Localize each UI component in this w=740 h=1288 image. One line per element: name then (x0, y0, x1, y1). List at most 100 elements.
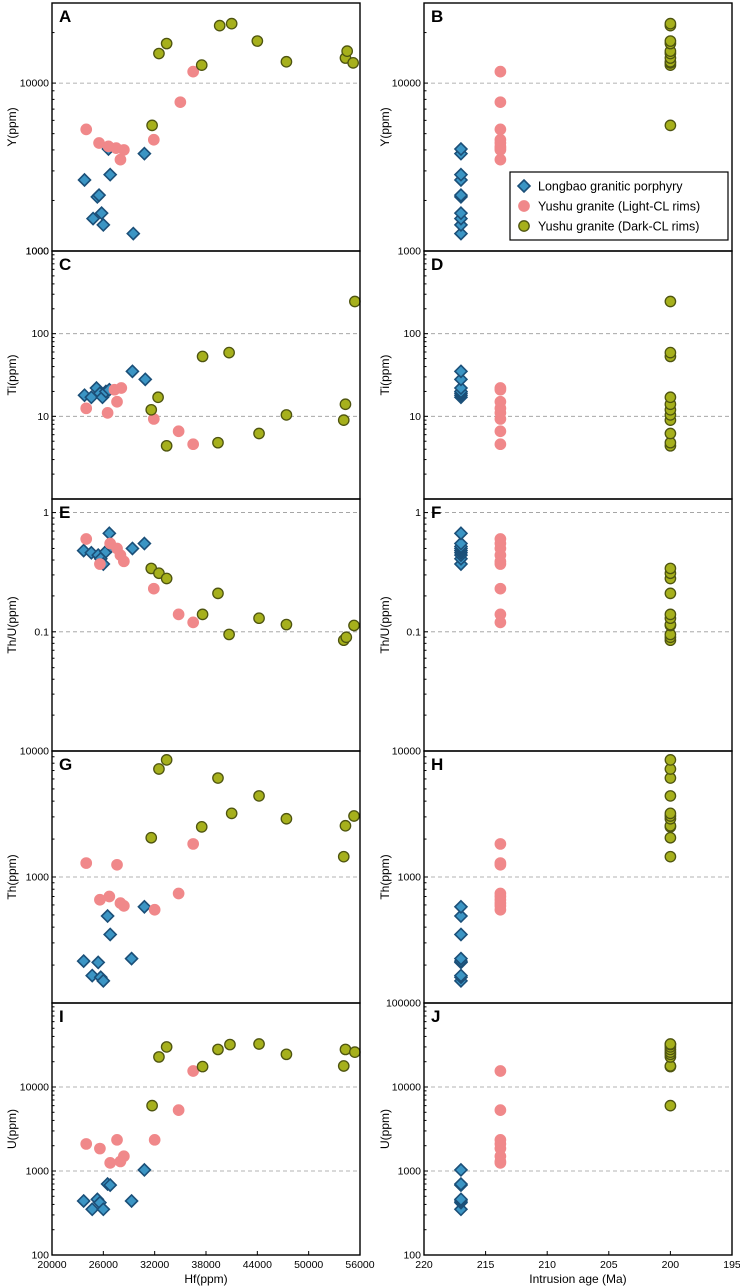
series-dark (664, 17, 677, 132)
data-point-light (494, 608, 507, 621)
series-light (494, 838, 507, 916)
data-point-light (494, 1133, 507, 1146)
data-point-dark (664, 1099, 677, 1112)
y-axis-label: Ti(ppm) (5, 355, 19, 396)
data-point-light (494, 123, 507, 136)
series-light (80, 382, 200, 451)
data-point-longbao (103, 927, 118, 942)
data-point-longbao (453, 526, 469, 541)
data-point-dark (664, 831, 677, 844)
series-light (494, 1065, 507, 1169)
data-point-dark (145, 403, 158, 416)
legend-marker-light (518, 200, 530, 212)
data-point-light (494, 838, 507, 850)
y-tick-label: 1 (415, 507, 421, 519)
data-point-light (494, 382, 507, 394)
data-point-light (80, 857, 93, 869)
x-axis-label: Hf(ppm) (184, 1272, 227, 1286)
series-dark (145, 562, 360, 647)
data-point-light (494, 96, 507, 109)
plot-frame (423, 250, 733, 500)
data-point-light (80, 1138, 93, 1150)
data-point-dark (337, 850, 350, 863)
data-point-light (494, 153, 507, 166)
data-point-light (172, 608, 185, 621)
series-dark (145, 295, 361, 452)
y-tick-label: 10 (37, 411, 49, 423)
plot-frame (423, 498, 733, 752)
data-point-light (494, 582, 507, 595)
series-light (80, 1065, 200, 1169)
data-point-dark (664, 17, 677, 30)
y-tick-label: 1000 (398, 872, 422, 884)
panel-g: 1000 10000 Th(ppm) G (5, 746, 361, 1004)
data-point-dark (251, 35, 264, 47)
data-point-dark (196, 350, 209, 363)
data-point-dark (160, 1041, 173, 1053)
data-point-dark (160, 572, 173, 585)
data-point-light (147, 133, 160, 146)
data-point-longbao (137, 1162, 152, 1178)
data-point-dark (664, 754, 677, 766)
data-point-dark (337, 1060, 350, 1072)
data-point-longbao (96, 1202, 111, 1217)
x-tick-label: 44000 (243, 1259, 272, 1271)
data-point-longbao (453, 536, 469, 551)
plot-frame (51, 1002, 361, 1256)
data-point-longbao (453, 1192, 469, 1207)
data-point-light (187, 65, 200, 78)
series-dark (146, 1038, 361, 1112)
panel-letter: H (431, 755, 443, 774)
data-point-light (94, 1142, 106, 1155)
data-point-longbao (94, 206, 109, 221)
y-tick-label: 1 (43, 507, 49, 519)
data-point-longbao (124, 1193, 139, 1209)
data-point-dark (348, 810, 360, 822)
data-point-dark (160, 754, 173, 766)
y-axis-label: Y(ppm) (378, 107, 392, 146)
y-tick-label: 100 (403, 1250, 421, 1262)
legend-label: Longbao granitic porphyry (538, 180, 683, 194)
data-point-light (103, 890, 116, 903)
data-point-dark (349, 1046, 361, 1058)
panel-letter: E (59, 503, 70, 522)
data-point-light (118, 900, 130, 912)
legend-item-dark: Yushu granite (Dark-CL rims) (518, 220, 699, 234)
data-point-dark (195, 59, 208, 71)
y-tick-label: 10000 (20, 78, 49, 90)
y-axis-label: U(ppm) (5, 1109, 19, 1149)
data-point-dark (253, 1038, 265, 1050)
y-tick-label: 0.1 (34, 626, 49, 638)
series-dark (664, 562, 677, 647)
data-point-longbao (453, 908, 469, 924)
data-point-dark (196, 1060, 209, 1073)
data-point-light (187, 616, 200, 629)
legend-frame (509, 171, 729, 241)
series-light (80, 533, 200, 629)
data-point-light (494, 1104, 507, 1117)
data-point-longbao (453, 188, 469, 203)
series-longbao (76, 899, 152, 988)
data-point-light (101, 407, 114, 419)
x-tick-label: 50000 (294, 1259, 323, 1271)
data-point-light (148, 1133, 161, 1146)
data-point-light (111, 395, 123, 408)
data-point-dark (160, 439, 173, 452)
series-light (494, 65, 507, 166)
x-axes-layer: 20000 26000 32000 38000 44000 50000 56000 Hf(pp… (37, 1251, 740, 1286)
data-point-dark (212, 772, 224, 784)
data-point-dark (664, 1038, 677, 1050)
data-point-longbao (453, 951, 469, 966)
data-point-longbao (453, 364, 469, 379)
data-point-light (147, 582, 160, 595)
panel-letter: G (59, 755, 72, 774)
data-point-longbao (126, 226, 141, 241)
data-point-longbao (453, 927, 469, 942)
series-longbao (453, 899, 469, 988)
data-point-light (94, 558, 106, 570)
y-tick-label: 100 (403, 328, 421, 340)
series-light (494, 533, 507, 629)
y-tick-label: 1000 (26, 246, 50, 258)
y-tick-label: 10000 (20, 1082, 49, 1094)
series-longbao (76, 1162, 152, 1217)
